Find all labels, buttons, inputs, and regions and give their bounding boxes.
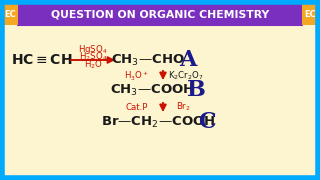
Text: Br$_2$: Br$_2$ [176, 101, 190, 113]
Text: Cat.P: Cat.P [126, 102, 148, 111]
Text: B: B [187, 79, 205, 101]
Text: K$_2$Cr$_2$O$_7$: K$_2$Cr$_2$O$_7$ [168, 70, 204, 82]
Text: QUESTION ON ORGANIC CHEMISTRY: QUESTION ON ORGANIC CHEMISTRY [51, 10, 269, 19]
Text: HgSO$_4$: HgSO$_4$ [78, 42, 108, 55]
Text: H$_2$SO$_4$: H$_2$SO$_4$ [79, 51, 107, 63]
Text: HC$\equiv$CH: HC$\equiv$CH [11, 53, 73, 67]
Text: H$_3$O$^+$: H$_3$O$^+$ [124, 69, 149, 83]
Bar [18, 4, 302, 25]
Text: A: A [179, 49, 197, 71]
Text: EC: EC [304, 10, 316, 19]
Text: CH$_3$—CHO: CH$_3$—CHO [111, 52, 185, 68]
Bar [2, 4, 18, 25]
Text: EC: EC [4, 10, 16, 19]
Text: H$_2$O: H$_2$O [84, 59, 102, 71]
Bar [302, 4, 318, 25]
Text: C: C [198, 111, 216, 133]
Text: CH$_3$—COOH: CH$_3$—COOH [110, 82, 194, 98]
Text: Br—CH$_2$—COOH: Br—CH$_2$—COOH [101, 114, 215, 130]
